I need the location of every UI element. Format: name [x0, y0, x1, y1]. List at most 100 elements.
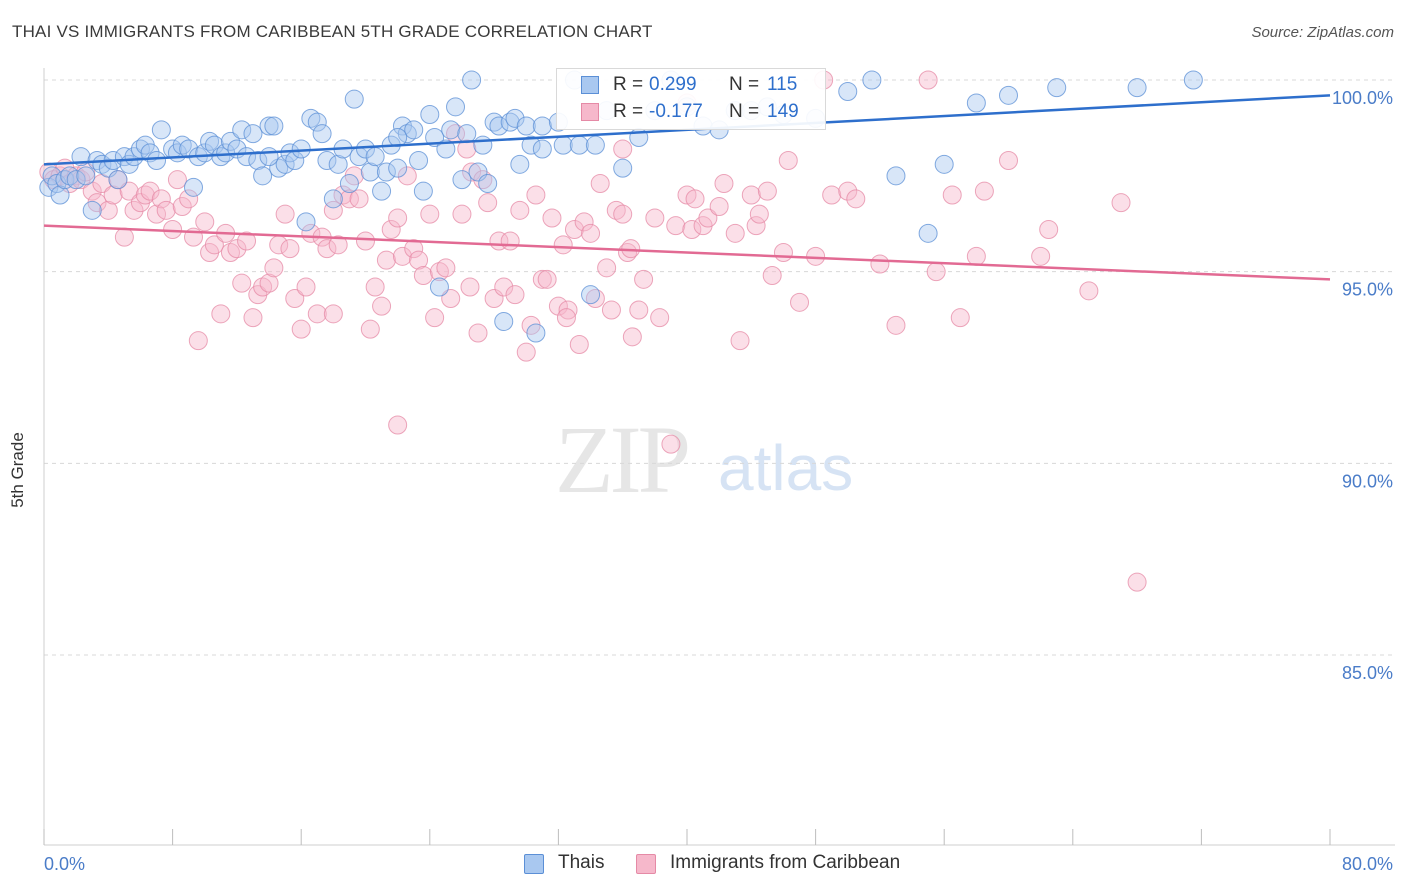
caribbean-point — [505, 285, 525, 305]
caribbean-point — [645, 208, 665, 228]
caribbean-point — [569, 335, 589, 354]
caribbean-point — [846, 189, 866, 209]
caribbean-point — [966, 246, 986, 266]
caribbean-point — [725, 223, 745, 243]
caribbean-point — [291, 319, 311, 339]
caribbean-point — [163, 220, 183, 239]
thais-point — [360, 162, 380, 182]
thais-point — [516, 116, 536, 136]
caribbean-point — [762, 266, 782, 285]
thais-point — [259, 116, 279, 136]
thais-point — [1127, 78, 1147, 98]
caribbean-point — [926, 262, 946, 282]
caribbean-point — [114, 227, 134, 247]
caribbean-point — [280, 239, 300, 259]
caribbean-point — [778, 151, 798, 170]
y-axis-label: 5th Grade — [8, 432, 27, 508]
thais-point — [886, 166, 906, 186]
thais-point — [124, 147, 144, 167]
caribbean-point — [942, 185, 962, 205]
caribbean-point — [462, 162, 482, 182]
caribbean-point — [1127, 572, 1147, 592]
thais-point — [50, 185, 70, 205]
x-tick-labels: 0.0% 80.0% — [44, 854, 1393, 874]
caribbean-point — [140, 181, 160, 201]
thais-point — [585, 135, 605, 155]
y-tick-label: 95.0% — [1342, 280, 1393, 300]
thais-point — [441, 120, 461, 140]
caribbean-point — [613, 204, 633, 224]
caribbean-point — [243, 308, 263, 328]
thais-point — [317, 151, 337, 170]
caribbean-swatch — [581, 103, 599, 121]
caribbean-point — [757, 181, 777, 201]
thais-point — [613, 158, 633, 178]
caribbean-point — [259, 273, 279, 293]
caribbean-point — [806, 246, 826, 266]
caribbean-point — [999, 151, 1018, 170]
thais-point — [259, 147, 279, 167]
r-value: -0.177 — [649, 101, 703, 122]
caribbean-point — [558, 300, 578, 320]
caribbean-point — [285, 289, 305, 308]
thais-point — [413, 181, 433, 201]
caribbean-point — [397, 166, 417, 186]
caribbean-point — [500, 231, 520, 251]
caribbean-point — [730, 331, 750, 351]
thais-point — [248, 151, 268, 170]
thais-point — [388, 158, 408, 178]
caribbean-point — [323, 200, 343, 220]
thais-point — [436, 139, 456, 159]
thais-point — [934, 154, 954, 174]
caribbean-point — [1111, 193, 1131, 213]
caribbean-point — [404, 239, 424, 259]
caribbean-point — [156, 200, 176, 220]
n-value: 149 — [767, 101, 799, 122]
caribbean-point — [516, 342, 536, 362]
thais-point — [862, 70, 882, 90]
caribbean-point — [634, 269, 654, 289]
caribbean-point — [124, 200, 144, 220]
caribbean-point — [1039, 220, 1059, 239]
thais-point — [1183, 70, 1203, 90]
r-label: R = — [613, 74, 644, 95]
caribbean-point — [457, 139, 477, 159]
caribbean-point — [870, 254, 890, 274]
watermark-zip: ZIP — [555, 406, 688, 513]
thais-point — [339, 174, 359, 193]
caribbean-point — [179, 189, 199, 209]
caribbean-point — [685, 189, 705, 209]
thais-point — [473, 135, 493, 155]
caribbean-point — [950, 308, 970, 328]
y-tick-label: 90.0% — [1342, 471, 1393, 491]
caribbean-point — [119, 181, 139, 201]
r-label: R = — [613, 101, 644, 122]
caribbean-point — [749, 204, 769, 224]
caribbean-point — [441, 289, 461, 308]
thais-point — [312, 124, 332, 144]
caribbean-point — [622, 327, 642, 347]
thais-point — [404, 120, 424, 140]
x-tick-label-max: 80.0% — [1342, 854, 1393, 874]
series-legend: Thais Immigrants from Caribbean — [0, 852, 1406, 878]
legend-label-thais: Thais — [558, 852, 605, 873]
caribbean-point — [698, 208, 718, 228]
caribbean-point — [365, 277, 385, 297]
caribbean-point — [556, 308, 576, 328]
caribbean-point — [264, 258, 284, 278]
n-label: N = — [729, 101, 760, 122]
caribbean-point — [590, 174, 610, 193]
thais-point — [452, 170, 472, 190]
thais-point — [232, 120, 252, 140]
legend-label-caribbean: Immigrants from Caribbean — [670, 852, 901, 873]
caribbean-point — [420, 204, 440, 224]
caribbean-point — [360, 319, 380, 339]
caribbean-point — [548, 296, 568, 316]
thais-point — [462, 70, 482, 90]
grid — [44, 79, 1395, 656]
caribbean-point — [741, 185, 761, 205]
thais-point — [195, 143, 215, 163]
thais-point — [918, 223, 938, 243]
caribbean-point — [526, 185, 546, 205]
caribbean-point — [460, 277, 480, 297]
